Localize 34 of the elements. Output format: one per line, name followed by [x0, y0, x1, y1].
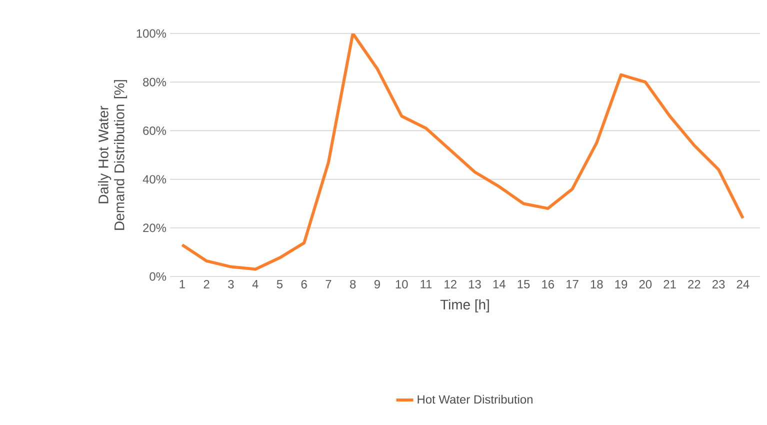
x-tick-label: 3 [228, 280, 234, 288]
x-tick-label: 20 [639, 280, 652, 288]
x-tick-label: 5 [276, 280, 283, 288]
x-tick-label: 7 [326, 280, 332, 288]
x-tick-label: 2 [204, 280, 210, 288]
x-tick-label: 18 [590, 280, 603, 288]
x-tick-label: 13 [469, 280, 481, 288]
x-tick-label: 1 [180, 280, 185, 288]
legend-label: Hot Water Distribution [418, 394, 532, 404]
x-tick-label: 6 [301, 280, 307, 288]
y-tick-label: 60% [143, 126, 166, 135]
x-tick-label: 16 [542, 280, 554, 288]
x-tick-label: 12 [444, 280, 456, 288]
y-axis-title: Daily Hot Water Demand Distribution [%] [98, 80, 128, 230]
x-tick-label: 17 [566, 280, 578, 288]
x-tick-label: 19 [615, 280, 628, 288]
x-tick-label: 22 [688, 280, 700, 288]
x-tick-label: 11 [420, 280, 432, 288]
y-tick-label: 0% [150, 272, 166, 281]
y-tick-label: 20% [143, 224, 166, 232]
x-tick-label: 10 [396, 280, 408, 288]
x-tick-label: 24 [736, 280, 750, 288]
y-tick-label: 100% [136, 29, 166, 38]
y-tick-label: 80% [143, 78, 166, 86]
x-tick-label: 23 [712, 280, 725, 288]
x-tick-label: 4 [252, 280, 258, 288]
x-tick-label: 15 [518, 280, 530, 288]
line-series [180, 33, 744, 271]
x-tick-label: 21 [664, 280, 676, 288]
x-tick-label: 8 [350, 280, 356, 288]
x-axis-title: Time [h] [440, 299, 489, 312]
y-tick-label: 40% [142, 175, 166, 184]
x-tick-label: 14 [493, 280, 506, 288]
x-tick-label: 9 [374, 280, 380, 288]
